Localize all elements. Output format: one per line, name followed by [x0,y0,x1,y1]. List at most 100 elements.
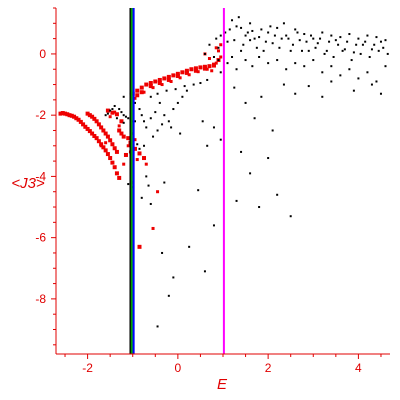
data-point [184,68,189,73]
data-point [285,34,288,37]
data-point [96,122,101,127]
data-point [179,132,182,135]
data-point [160,83,164,87]
data-point [83,124,88,129]
data-point [258,206,261,209]
data-point [330,65,333,68]
data-point [319,37,322,40]
data-point [386,52,389,55]
data-point [104,114,107,117]
data-point [172,276,175,279]
data-point [108,138,113,143]
data-point [138,108,141,111]
data-point [382,46,385,49]
data-point [142,90,146,94]
data-point [143,120,146,123]
data-point [133,138,137,142]
data-point [289,215,292,218]
data-point [235,199,238,202]
data-point [117,124,121,128]
data-point [282,83,285,86]
data-point [251,65,254,68]
data-point [208,43,211,46]
data-point [166,74,171,79]
data-point [198,65,203,70]
data-point [357,77,360,80]
data-point [85,126,90,131]
data-point [202,66,207,71]
data-point [276,193,279,196]
data-point [104,141,108,145]
data-point [112,165,117,170]
data-point [94,136,99,141]
data-point [348,68,351,71]
data-point [136,143,139,146]
data-point [162,76,167,81]
data-point [67,113,72,118]
data-point [63,111,68,116]
data-point [307,85,310,88]
data-point [294,62,297,65]
data-point [203,52,206,55]
data-point [219,71,222,74]
data-point [156,92,159,95]
data-point [114,171,119,176]
data-point [294,28,297,31]
data-point [240,150,243,153]
data-point [149,117,152,120]
data-point [161,123,164,126]
data-point [332,55,335,58]
data-point [161,251,164,254]
data-point [184,70,189,75]
data-point [216,49,220,53]
data-point [303,33,306,36]
data-point [350,59,353,62]
data-point [119,131,124,136]
data-point [337,43,340,46]
data-point [240,26,243,29]
data-point [251,29,254,32]
data-point [330,80,333,83]
data-point [127,183,130,186]
data-point [276,59,279,62]
data-point [119,119,124,124]
data-point [175,73,180,78]
data-point [264,40,267,43]
data-point [192,83,195,86]
data-point [140,114,143,117]
data-point [149,202,152,205]
data-point [151,226,155,230]
data-point [127,117,130,120]
data-point [105,108,110,113]
data-point [76,117,81,122]
data-point [143,144,146,147]
x-tick-label: 2 [265,361,272,375]
data-point [181,95,184,98]
data-point [359,52,362,55]
data-point [361,43,364,46]
data-point [271,129,274,132]
data-point [215,37,218,40]
data-point [199,82,202,85]
data-point [158,101,161,104]
data-point [370,83,373,86]
data-point [170,126,173,129]
data-point [207,64,212,69]
data-point [175,71,180,76]
data-point [273,34,276,37]
data-point [305,40,308,43]
data-point [219,138,222,141]
data-point [105,152,110,157]
data-point [96,139,101,144]
data-point [135,158,139,162]
data-point [217,46,220,49]
data-point [174,88,177,91]
data-point [121,134,126,139]
data-point [316,42,319,45]
data-point [133,120,136,123]
data-point [278,46,281,49]
data-point [343,48,346,51]
data-point [126,136,131,141]
data-point [246,31,249,34]
